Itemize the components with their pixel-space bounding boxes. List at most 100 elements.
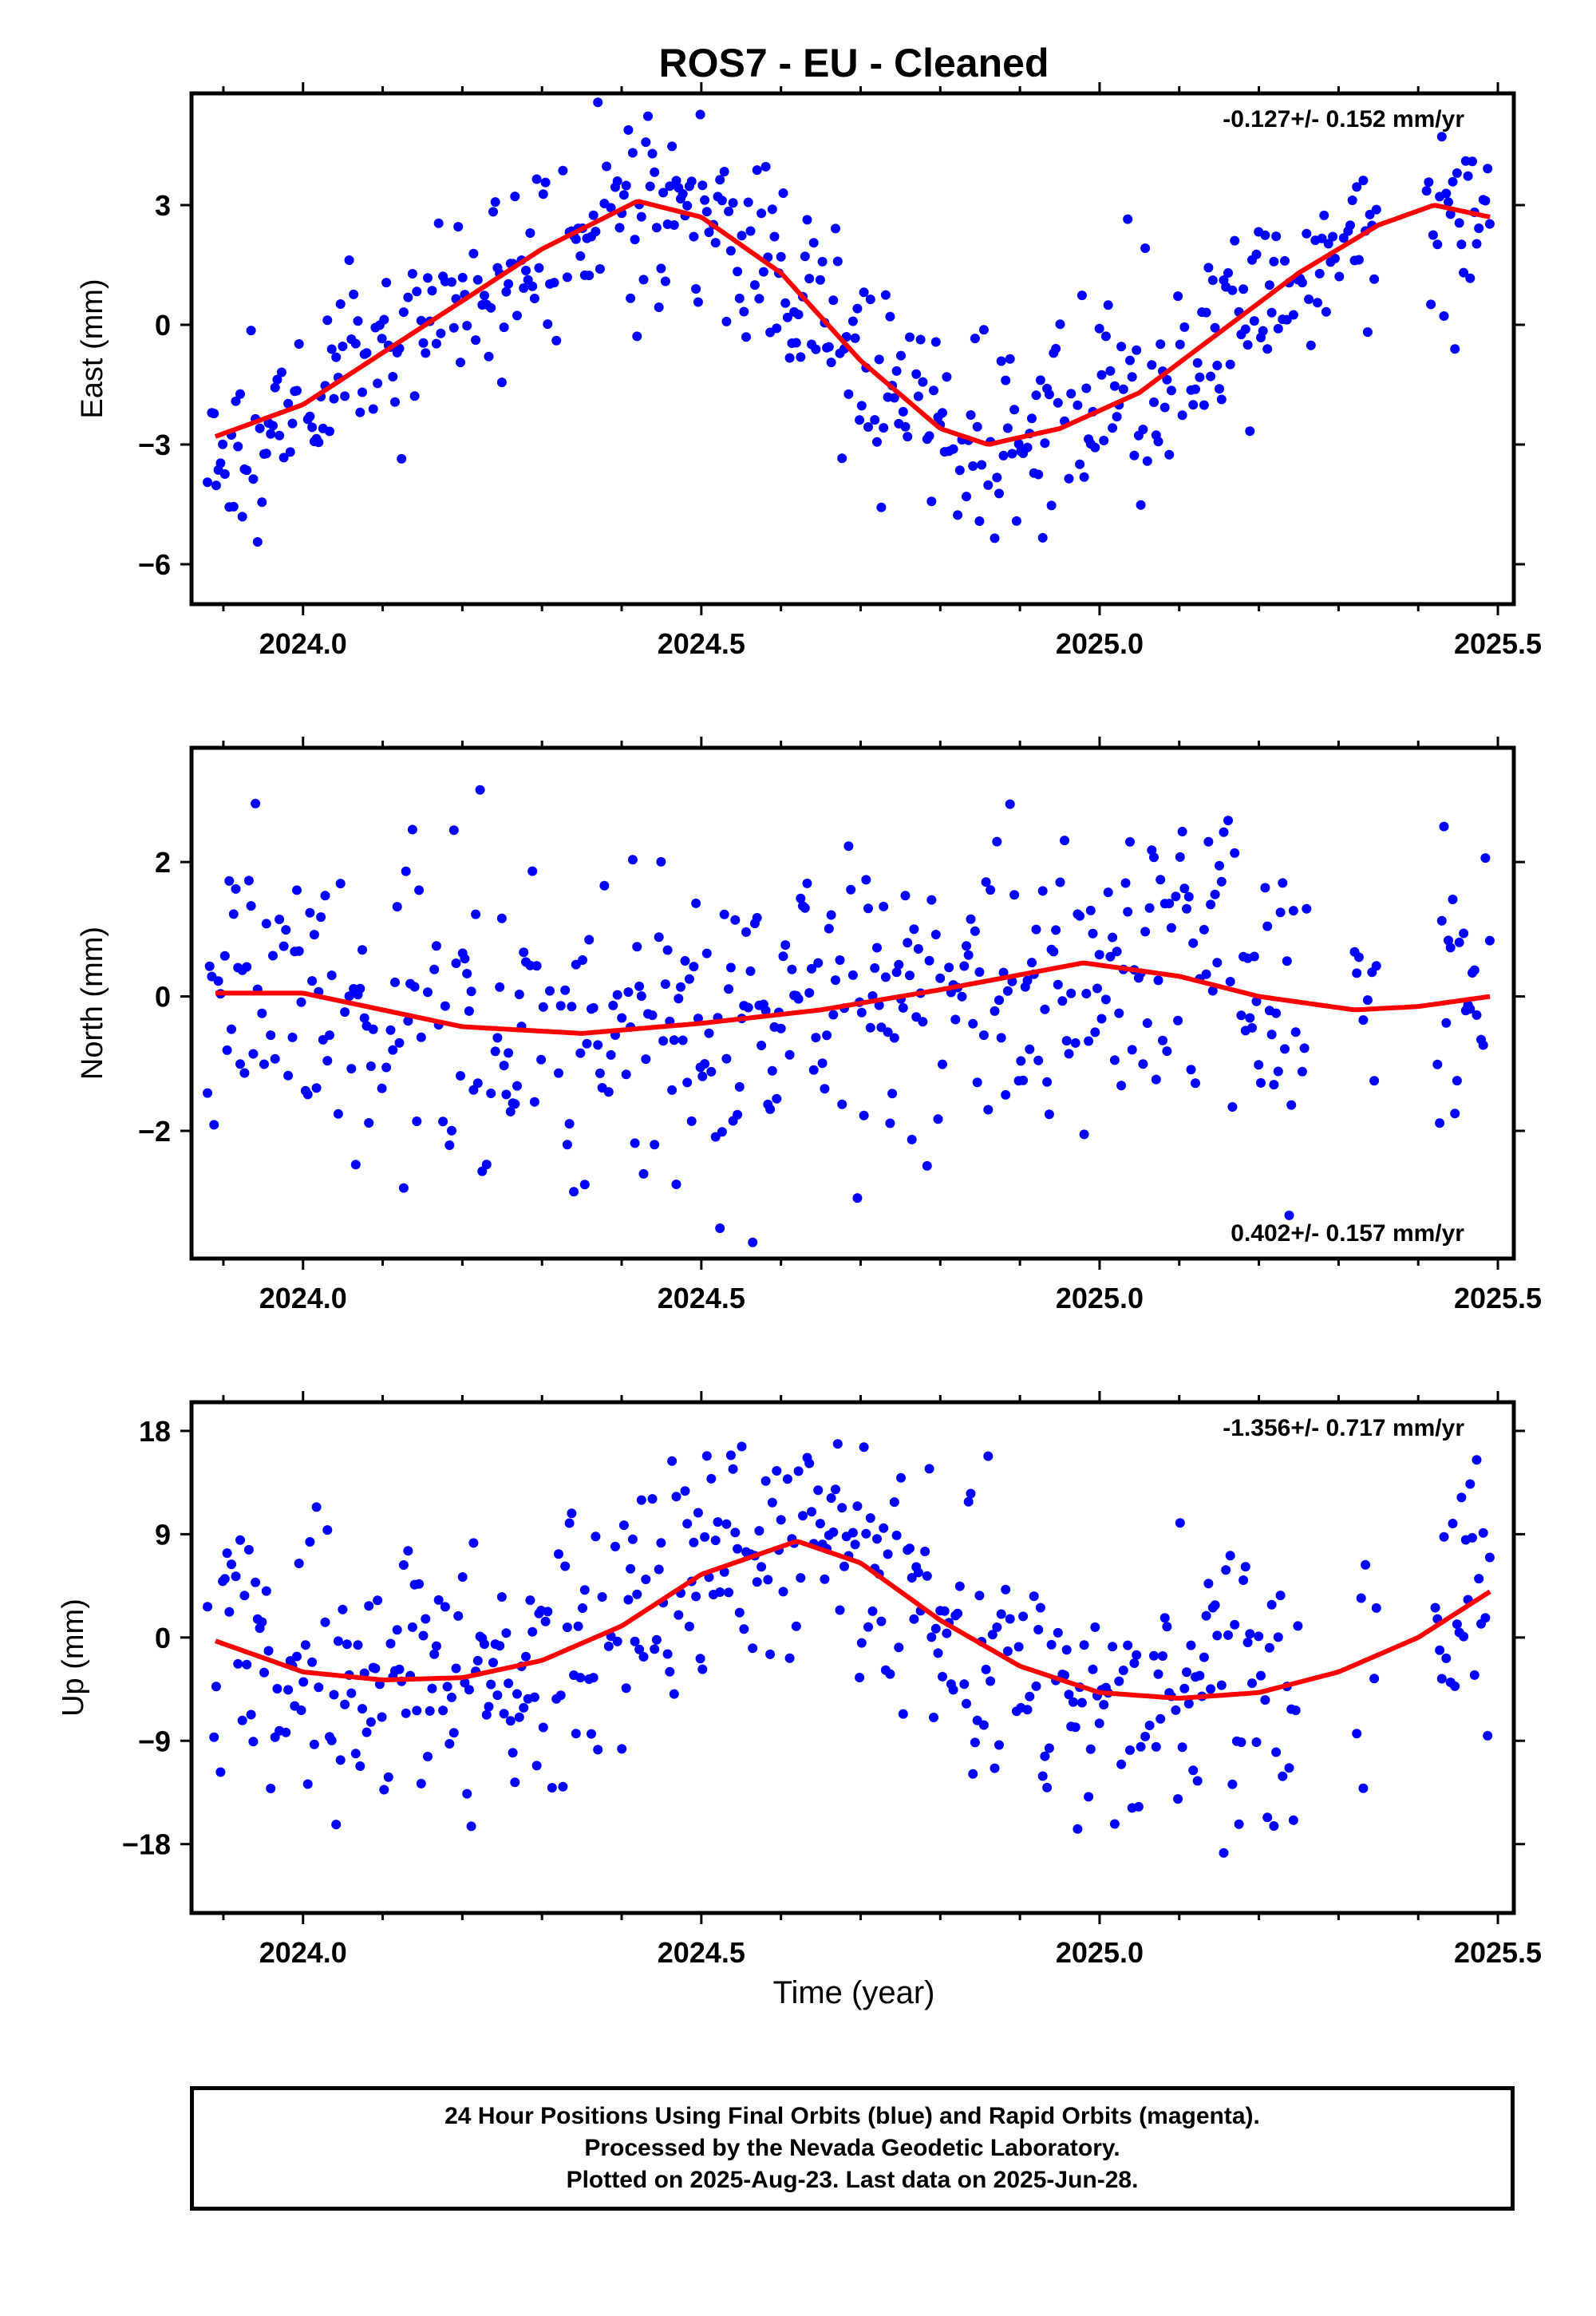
up-data-point (724, 1587, 734, 1598)
up-data-point (597, 1592, 607, 1602)
up-data-point (237, 1715, 247, 1725)
east-data-point (1245, 426, 1255, 437)
up-data-point (246, 1709, 256, 1720)
north-x-tick-label: 2025.0 (1056, 1282, 1144, 1314)
north-data-point (486, 1089, 496, 1098)
east-data-point (724, 206, 734, 216)
north-data-point (1444, 935, 1453, 946)
north-data-point (1116, 1081, 1127, 1091)
up-data-point (697, 1664, 708, 1674)
east-data-point (651, 223, 662, 233)
east-data-point (621, 180, 631, 191)
east-data-point (1108, 423, 1118, 433)
north-data-point (1064, 1049, 1074, 1059)
up-data-point (1053, 1627, 1063, 1638)
east-data-point (538, 189, 548, 200)
east-data-point (1064, 473, 1074, 484)
up-data-point (1108, 1642, 1118, 1652)
up-data-point (689, 1537, 699, 1547)
east-data-point (490, 197, 500, 207)
north-data-point (837, 1099, 847, 1109)
east-plot-frame (189, 91, 1516, 607)
east-data-point (215, 458, 226, 468)
up-data-point (1278, 1771, 1288, 1781)
east-data-point (403, 292, 413, 302)
north-data-point (213, 976, 223, 986)
north-data-point (1439, 821, 1449, 832)
north-velocity-annotation: 0.402+/- 0.157 mm/yr (1231, 1220, 1464, 1247)
north-data-point (632, 942, 642, 952)
north-data-point (721, 1053, 732, 1064)
up-data-point (807, 1507, 816, 1517)
east-data-point (905, 332, 915, 342)
north-data-point (784, 1049, 795, 1060)
east-data-point (1009, 405, 1020, 415)
north-data-point (1282, 956, 1292, 966)
east-data-point (471, 335, 481, 346)
up-data-point (656, 1538, 666, 1548)
north-data-point (1288, 906, 1298, 916)
up-data-point (1468, 1532, 1477, 1543)
north-data-point (307, 976, 318, 986)
north-data-point (1049, 947, 1059, 957)
up-data-point (358, 1704, 367, 1714)
east-data-point (778, 188, 788, 198)
north-data-point (440, 1001, 450, 1011)
east-data-point (850, 333, 860, 343)
north-data-point (1037, 886, 1048, 896)
up-data-point (484, 1701, 494, 1712)
east-data-point (1179, 322, 1190, 332)
north-data-point (669, 1035, 679, 1045)
up-data-point (776, 1515, 786, 1525)
east-data-point (754, 294, 764, 304)
east-data-point (1480, 196, 1491, 206)
north-data-point (863, 903, 873, 914)
up-data-point (394, 1664, 405, 1674)
north-data-point (451, 958, 461, 968)
east-data-point (847, 316, 858, 326)
up-data-point (922, 1571, 932, 1581)
north-data-point (1435, 1118, 1445, 1128)
north-data-point (674, 994, 684, 1004)
up-data-point (1225, 1551, 1235, 1561)
north-data-point (322, 1056, 333, 1066)
east-data-point (1005, 354, 1015, 364)
east-data-point (377, 334, 387, 344)
east-data-point (717, 196, 727, 206)
up-data-point (309, 1739, 319, 1749)
up-plot-frame (189, 1400, 1516, 1915)
north-data-point (209, 1120, 219, 1130)
up-data-point (1262, 1812, 1273, 1823)
up-data-point (305, 1537, 315, 1547)
east-data-point (782, 312, 792, 322)
north-data-point (1027, 958, 1037, 968)
up-data-point (682, 1519, 693, 1529)
north-data-point (1186, 1065, 1196, 1075)
east-data-point (525, 228, 535, 238)
north-data-point (1362, 995, 1373, 1006)
up-y-tick-label: −18 (122, 1828, 171, 1861)
north-data-point (447, 1125, 456, 1136)
east-data-point (1046, 500, 1057, 511)
up-data-point (466, 1821, 476, 1832)
up-data-point (763, 1575, 773, 1585)
north-data-point (1271, 1008, 1282, 1018)
east-data-point (757, 208, 767, 219)
north-data-point (1057, 996, 1068, 1006)
up-data-point (1085, 1744, 1096, 1754)
east-data-point (1077, 290, 1087, 301)
up-data-point (1472, 1455, 1482, 1465)
east-data-point (1162, 374, 1172, 385)
north-data-point (429, 964, 440, 974)
east-data-point (1445, 209, 1456, 219)
up-data-point (891, 1530, 902, 1540)
north-data-point (1125, 836, 1135, 847)
east-data-point (745, 226, 756, 236)
up-data-point (403, 1546, 413, 1556)
up-data-point (239, 1591, 250, 1601)
north-data-point (1001, 1089, 1011, 1100)
east-data-point (331, 352, 342, 362)
up-data-point (1116, 1759, 1127, 1769)
up-data-point (1175, 1518, 1185, 1528)
up-data-point (813, 1485, 824, 1496)
